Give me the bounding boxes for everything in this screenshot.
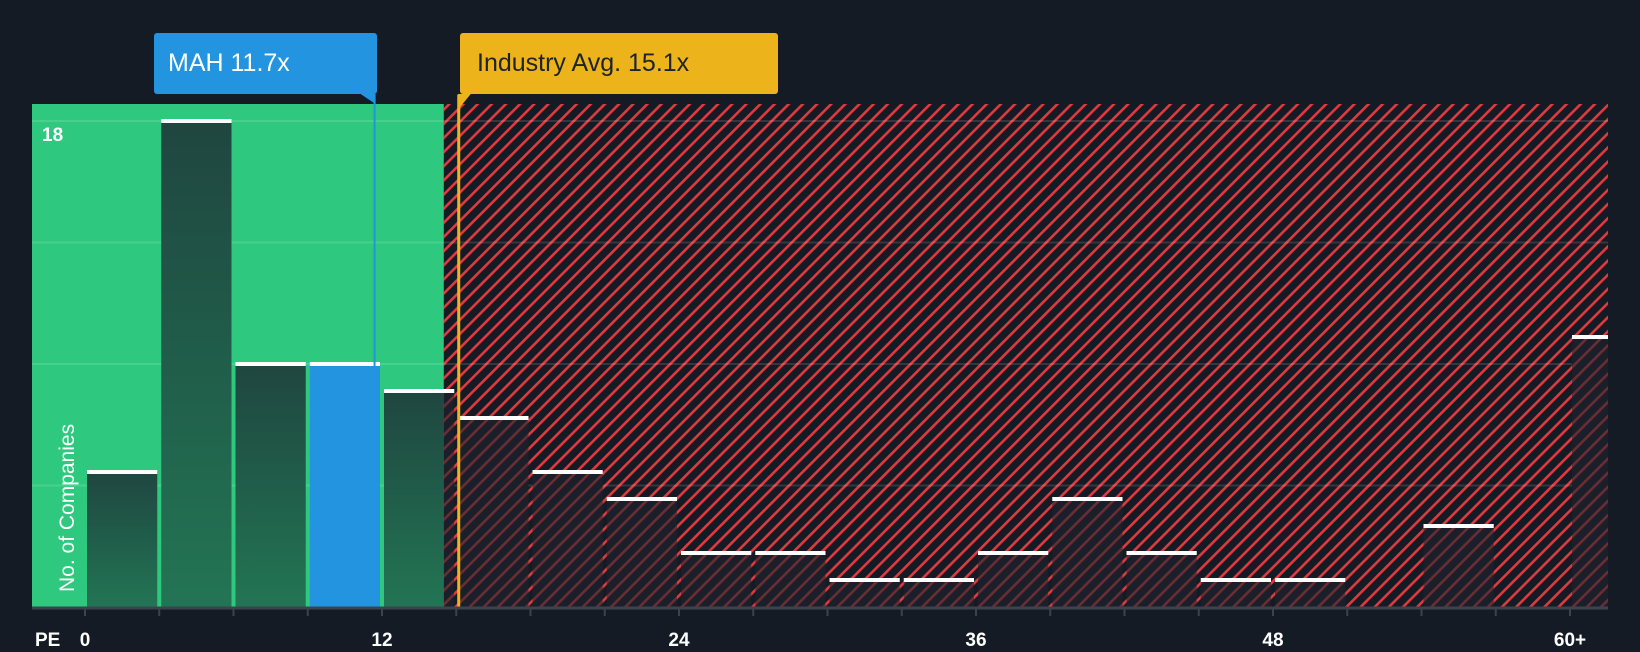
histogram-bar (384, 391, 444, 607)
company-callout-pointer (360, 94, 376, 104)
bar-cap (384, 389, 455, 393)
histogram-bar (903, 580, 974, 607)
x-axis (32, 606, 1608, 616)
y-max-label: 18 (42, 125, 64, 146)
company-pe-callout: MAH 11.7x (154, 33, 377, 94)
histogram-bar (606, 499, 677, 607)
histogram-bar (1275, 580, 1346, 607)
marker-lines (360, 94, 471, 607)
bar-cap (1052, 497, 1123, 501)
histogram-bar (1423, 526, 1494, 607)
histogram-bar (1052, 499, 1123, 607)
bar-cap (829, 578, 900, 582)
industry-callout-pointer (457, 94, 471, 110)
bar-cap (1200, 578, 1271, 582)
bar-cap (87, 470, 158, 474)
company-pe-label: MAH 11.7x (168, 49, 290, 77)
bar-cap (309, 362, 380, 366)
bar-cap (1275, 578, 1346, 582)
histogram-bar (1200, 580, 1271, 607)
bar-cap (606, 497, 677, 501)
histogram-bar (829, 580, 900, 607)
bar-cap (903, 578, 974, 582)
histogram-bar (235, 364, 306, 607)
histogram-bar (681, 553, 752, 607)
bar-cap (1126, 551, 1197, 555)
y-axis-title: No. of Companies (56, 423, 79, 592)
bar-cap (161, 119, 232, 123)
x-axis-title: PE (35, 630, 61, 651)
industry-avg-label: Industry Avg. 15.1x (477, 49, 690, 77)
histogram-bar (161, 121, 232, 607)
x-tick-label: 24 (668, 630, 690, 651)
x-tick-label: 60+ (1553, 630, 1587, 651)
histogram-bar (458, 418, 529, 607)
bar-cap (1572, 335, 1608, 339)
x-tick-label: 0 (79, 630, 91, 651)
bar-cap (978, 551, 1049, 555)
bar-cap (235, 362, 306, 366)
bar-cap (755, 551, 826, 555)
histogram-bar (87, 472, 158, 607)
histogram-bars (87, 119, 1608, 607)
bar-cap (681, 551, 752, 555)
histogram-bar (1126, 553, 1197, 607)
bar-cap (532, 470, 603, 474)
x-tick-label: 36 (965, 630, 987, 651)
histogram-bar (1572, 337, 1608, 607)
histogram-bar (755, 553, 826, 607)
bar-cap (458, 416, 529, 420)
histogram-bar (309, 364, 380, 607)
histogram-bar (978, 553, 1049, 607)
histogram-bar (532, 472, 603, 607)
bar-cap (1423, 524, 1494, 528)
industry-avg-callout: Industry Avg. 15.1x (460, 33, 778, 94)
x-tick-label: 48 (1262, 630, 1284, 651)
histogram-bar (443, 391, 455, 607)
x-tick-label: 12 (371, 630, 393, 651)
